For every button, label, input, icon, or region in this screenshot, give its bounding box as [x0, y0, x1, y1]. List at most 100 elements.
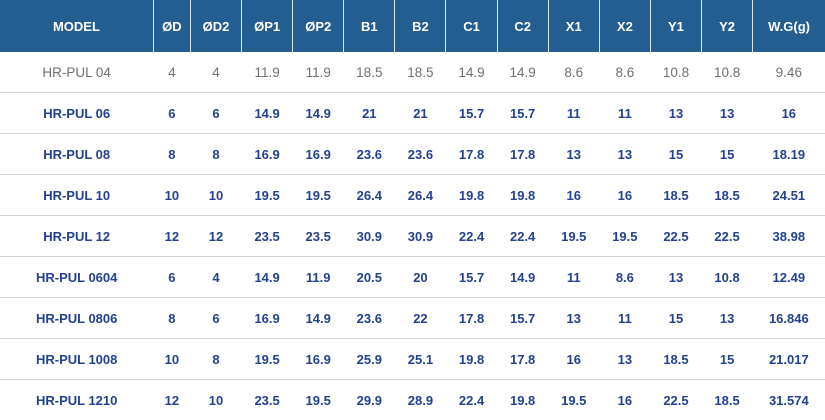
model-cell: HR-PUL 1210: [0, 380, 153, 420]
value-cell: 16.9: [293, 339, 344, 380]
value-cell: 25.9: [344, 339, 395, 380]
model-cell: HR-PUL 0806: [0, 298, 153, 339]
value-cell: 8: [153, 134, 190, 175]
value-cell: 6: [190, 93, 241, 134]
value-cell: 13: [599, 134, 650, 175]
value-cell: 23.5: [242, 216, 293, 257]
column-header-0: MODEL: [0, 0, 153, 52]
value-cell: 26.4: [344, 175, 395, 216]
value-cell: 8: [153, 298, 190, 339]
value-cell: 12: [153, 380, 190, 420]
value-cell: 14.9: [242, 93, 293, 134]
value-cell: 18.5: [702, 175, 753, 216]
value-cell: 15: [650, 298, 701, 339]
value-cell: 8.6: [548, 52, 599, 93]
model-cell: HR-PUL 1008: [0, 339, 153, 380]
value-cell: 10: [190, 380, 241, 420]
value-cell: 10: [190, 175, 241, 216]
value-cell: 8: [190, 339, 241, 380]
value-cell: 9.46: [753, 52, 825, 93]
value-cell: 19.8: [497, 380, 548, 420]
model-cell: HR-PUL 06: [0, 93, 153, 134]
value-cell: 16: [599, 175, 650, 216]
value-cell: 16: [599, 380, 650, 420]
value-cell: 11.9: [293, 52, 344, 93]
value-cell: 18.5: [702, 380, 753, 420]
value-cell: 30.9: [344, 216, 395, 257]
column-header-13: W.G(g): [753, 0, 825, 52]
value-cell: 12.49: [753, 257, 825, 298]
value-cell: 16.9: [242, 134, 293, 175]
value-cell: 13: [702, 298, 753, 339]
value-cell: 21: [395, 93, 446, 134]
value-cell: 19.8: [446, 175, 497, 216]
model-cell: HR-PUL 10: [0, 175, 153, 216]
column-header-2: ØD2: [190, 0, 241, 52]
value-cell: 8: [190, 134, 241, 175]
value-cell: 14.9: [446, 52, 497, 93]
column-header-6: B2: [395, 0, 446, 52]
value-cell: 13: [548, 298, 599, 339]
value-cell: 8.6: [599, 257, 650, 298]
value-cell: 23.5: [242, 380, 293, 420]
value-cell: 13: [650, 93, 701, 134]
model-cell: HR-PUL 0604: [0, 257, 153, 298]
model-cell: HR-PUL 08: [0, 134, 153, 175]
value-cell: 4: [153, 52, 190, 93]
value-cell: 15.7: [497, 298, 548, 339]
value-cell: 10.8: [702, 257, 753, 298]
column-header-11: Y1: [650, 0, 701, 52]
value-cell: 23.6: [344, 134, 395, 175]
column-header-7: C1: [446, 0, 497, 52]
value-cell: 13: [702, 93, 753, 134]
value-cell: 19.5: [599, 216, 650, 257]
value-cell: 16: [548, 339, 599, 380]
value-cell: 26.4: [395, 175, 446, 216]
value-cell: 23.5: [293, 216, 344, 257]
value-cell: 19.5: [242, 339, 293, 380]
value-cell: 20.5: [344, 257, 395, 298]
value-cell: 22.4: [497, 216, 548, 257]
value-cell: 21: [344, 93, 395, 134]
value-cell: 18.5: [395, 52, 446, 93]
value-cell: 22.5: [650, 216, 701, 257]
value-cell: 17.8: [446, 298, 497, 339]
value-cell: 11: [548, 257, 599, 298]
value-cell: 18.5: [344, 52, 395, 93]
value-cell: 8.6: [599, 52, 650, 93]
value-cell: 14.9: [497, 52, 548, 93]
column-header-8: C2: [497, 0, 548, 52]
value-cell: 15.7: [446, 93, 497, 134]
value-cell: 16.9: [293, 134, 344, 175]
value-cell: 12: [190, 216, 241, 257]
value-cell: 6: [153, 93, 190, 134]
value-cell: 13: [650, 257, 701, 298]
value-cell: 6: [153, 257, 190, 298]
column-header-3: ØP1: [242, 0, 293, 52]
value-cell: 4: [190, 257, 241, 298]
value-cell: 10.8: [650, 52, 701, 93]
value-cell: 20: [395, 257, 446, 298]
column-header-1: ØD: [153, 0, 190, 52]
value-cell: 14.9: [293, 93, 344, 134]
value-cell: 28.9: [395, 380, 446, 420]
value-cell: 31.574: [753, 380, 825, 420]
value-cell: 15: [702, 134, 753, 175]
column-header-10: X2: [599, 0, 650, 52]
value-cell: 14.9: [497, 257, 548, 298]
value-cell: 23.6: [344, 298, 395, 339]
value-cell: 25.1: [395, 339, 446, 380]
value-cell: 11.9: [242, 52, 293, 93]
column-header-4: ØP2: [293, 0, 344, 52]
